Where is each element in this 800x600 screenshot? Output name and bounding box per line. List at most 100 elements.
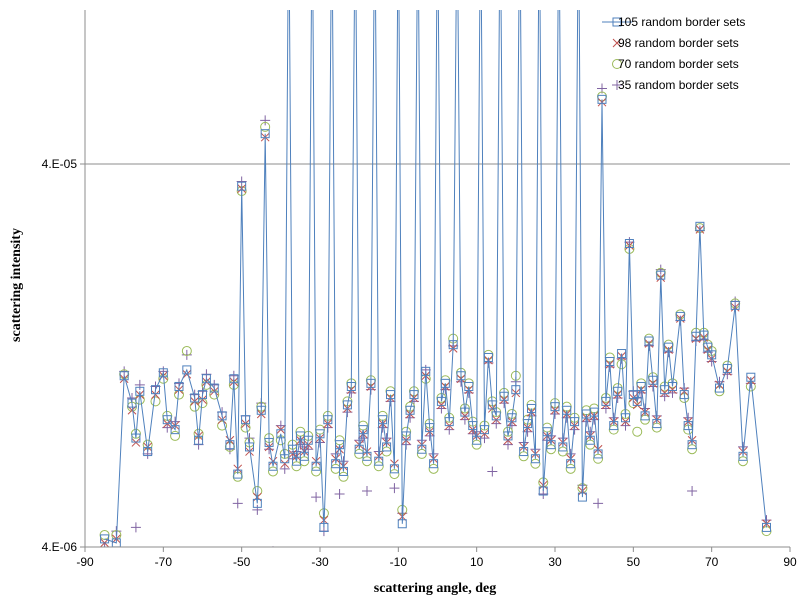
data-point [292,456,301,466]
legend-marker [612,59,622,69]
data-point [507,413,517,423]
data-point [522,426,533,437]
data-point [429,459,439,469]
data-point [233,469,243,479]
x-tick-label: 30 [548,555,562,569]
data-point [260,115,271,126]
data-point [264,437,274,447]
data-point [436,396,446,406]
data-point [198,390,207,400]
data-point [456,371,466,381]
data-point [358,425,368,435]
data-point [276,429,286,439]
data-point [389,464,399,474]
data-point [260,129,270,139]
data-point [319,522,329,532]
data-point [174,381,184,391]
data-point [730,300,740,310]
data-point [280,459,290,469]
data-point [585,426,596,437]
data-point [593,453,604,464]
data-point [487,466,498,477]
data-point [519,447,529,457]
data-point [334,489,345,500]
data-point [339,466,348,476]
data-point [386,390,395,400]
data-point [683,421,693,431]
data-point [225,440,235,450]
data-point [530,458,541,469]
data-point [378,415,388,425]
data-point [699,330,709,340]
data-point [232,498,243,509]
data-point [366,378,376,388]
data-point [409,390,419,400]
data-point [194,435,204,445]
data-point [487,400,497,410]
x-tick-label: -30 [311,555,329,569]
data-point [679,390,689,400]
data-point [100,534,110,544]
data-point [518,451,529,462]
data-point [570,417,580,427]
data-point [131,433,141,443]
data-point [236,176,247,187]
y-tick-label: 4.E-05 [42,157,78,171]
y-tick-label: 4.E-06 [42,540,78,554]
data-point [617,349,627,359]
data-point [170,425,180,435]
data-point [715,383,724,393]
data-point [660,388,670,398]
data-point [557,446,568,457]
data-point [738,456,748,467]
data-point [209,383,219,393]
data-point [331,459,341,469]
x-tick-label: -10 [390,555,408,569]
data-point [354,448,365,459]
data-point [416,448,427,459]
data-point [181,345,192,356]
data-point [338,471,349,482]
data-point [624,239,634,249]
data-point [275,420,286,431]
data-point [389,469,400,480]
data-point [448,340,458,350]
data-point [229,374,239,384]
data-point [237,181,247,191]
data-point [158,368,168,378]
data-point [143,442,153,452]
data-point [699,333,709,342]
data-point [542,427,552,437]
data-point [593,498,604,509]
data-point [280,454,290,464]
data-point [636,381,646,391]
data-point [245,442,254,452]
data-point [279,463,290,474]
data-point [362,451,372,461]
data-point [209,389,220,400]
data-point [264,444,275,455]
data-point [330,463,341,474]
legend-label: 105 random border sets [618,15,745,29]
data-point [511,385,521,395]
x-tick-label: 90 [783,555,797,569]
data-point [421,366,431,376]
data-point [428,463,439,474]
data-point [342,400,352,410]
data-point [558,442,568,452]
data-point [299,456,310,467]
data-point [499,391,509,401]
data-point [425,423,435,433]
data-point [311,466,322,477]
plot-area [85,10,790,547]
data-point [127,398,137,408]
data-point [503,431,513,441]
x-tick-label: -70 [155,555,173,569]
x-tick-label: 50 [627,555,641,569]
data-point [260,121,271,132]
data-point [181,349,192,360]
data-point [746,372,756,382]
data-point [601,396,611,406]
data-point [397,519,407,529]
